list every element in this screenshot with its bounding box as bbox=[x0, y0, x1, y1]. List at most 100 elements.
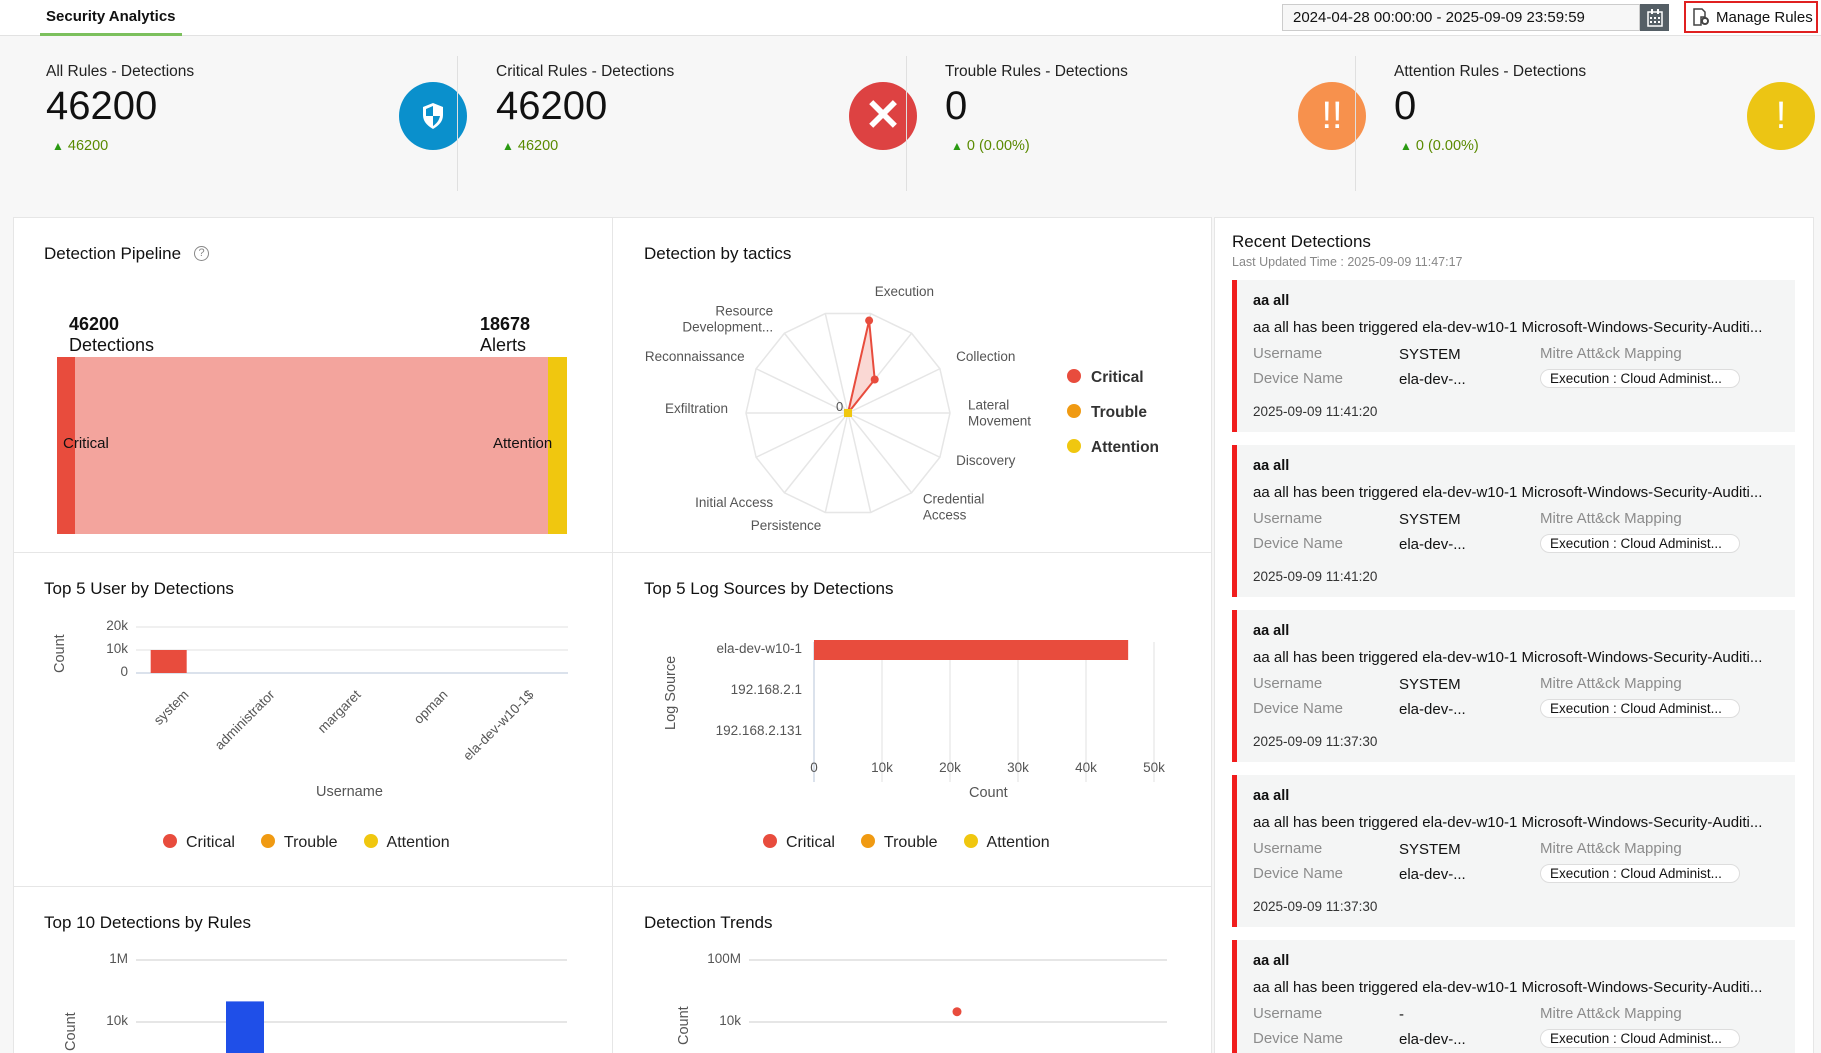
legend-label: Attention bbox=[1091, 439, 1160, 456]
pipeline-detections-count: 46200 bbox=[69, 314, 120, 334]
legend-item-critical[interactable]: Critical bbox=[763, 834, 835, 852]
radar-center-label: 0 bbox=[836, 399, 844, 414]
device-value: ela-dev-... bbox=[1399, 701, 1466, 718]
stat-card[interactable]: All Rules - Detections 46200 ▲ 46200 bbox=[8, 56, 467, 191]
radar-spoke bbox=[783, 332, 849, 414]
radar-point[interactable] bbox=[870, 375, 879, 384]
legend-item-trouble[interactable]: Trouble bbox=[1067, 404, 1147, 422]
mitre-tag[interactable]: Execution : Cloud Administ... bbox=[1540, 369, 1740, 388]
stat-label: Critical Rules - Detections bbox=[496, 63, 675, 80]
mitre-tag[interactable]: Execution : Cloud Administ... bbox=[1540, 534, 1740, 553]
radar-axis-label: Discovery bbox=[956, 452, 1016, 468]
detection-card[interactable]: aa all aa all has been triggered ela-dev-… bbox=[1232, 940, 1795, 1053]
manage-rules-button[interactable]: Manage Rules bbox=[1684, 1, 1818, 33]
y-tick-label: 192.168.2.131 bbox=[715, 723, 802, 738]
username-label: Username bbox=[1253, 345, 1323, 362]
radar-axis-label: Persistence bbox=[750, 517, 822, 533]
detection-card[interactable]: aa all aa all has been triggered ela-dev-… bbox=[1232, 775, 1795, 927]
mitre-tag[interactable]: Execution : Cloud Administ... bbox=[1540, 1029, 1740, 1048]
legend-item-attention[interactable]: Attention bbox=[363, 834, 450, 852]
radar-chart bbox=[745, 312, 951, 514]
radar-spoke bbox=[824, 412, 849, 513]
stat-value: 46200 bbox=[496, 84, 608, 128]
legend-item-attention[interactable]: Attention bbox=[963, 834, 1050, 852]
detection-time: 2025-09-09 11:37:30 bbox=[1253, 734, 1378, 749]
detection-trends-panel bbox=[612, 886, 1212, 1053]
mitre-label: Mitre Att&ck Mapping bbox=[1540, 675, 1682, 692]
y-axis-label: Log Source bbox=[663, 655, 679, 730]
bar-rule[interactable] bbox=[226, 1001, 264, 1053]
username-label: Username bbox=[1253, 510, 1323, 527]
username-label: Username bbox=[1253, 675, 1323, 692]
pipeline-critical-label: Critical bbox=[63, 435, 109, 452]
bar-ela-dev-w10-1[interactable] bbox=[814, 640, 1129, 660]
detection-card[interactable]: aa all aa all has been triggered ela-dev-… bbox=[1232, 280, 1795, 432]
legend-label: Attention bbox=[386, 834, 450, 851]
radar-axis-label: Lateral Movement bbox=[968, 397, 1032, 429]
legend-dot bbox=[1067, 404, 1081, 418]
pipeline-flow[interactable] bbox=[57, 357, 567, 534]
tactics-title: Detection by tactics bbox=[644, 244, 792, 263]
mitre-label: Mitre Att&ck Mapping bbox=[1540, 510, 1682, 527]
legend-item-critical[interactable]: Critical bbox=[163, 834, 235, 852]
legend-item-trouble[interactable]: Trouble bbox=[860, 834, 938, 852]
username-value: SYSTEM bbox=[1399, 841, 1461, 858]
radar-spoke bbox=[755, 412, 849, 458]
double-exclamation-icon: !! bbox=[1298, 82, 1366, 150]
top-rules-title: Top 10 Detections by Rules bbox=[44, 913, 251, 932]
stat-card[interactable]: Trouble Rules - Detections 0 ▲ 0 (0.00%)!! bbox=[906, 56, 1366, 191]
bar-system[interactable] bbox=[150, 650, 187, 673]
mitre-tag[interactable]: Execution : Cloud Administ... bbox=[1540, 699, 1740, 718]
log-sources-title: Top 5 Log Sources by Detections bbox=[644, 579, 894, 598]
trends-title: Detection Trends bbox=[644, 913, 773, 932]
radar-grid bbox=[745, 312, 951, 514]
stat-label: Attention Rules - Detections bbox=[1394, 63, 1587, 80]
stat-delta-value: 46200 bbox=[67, 138, 109, 154]
close-icon: ✕ bbox=[849, 82, 917, 150]
chart-legend: Critical Trouble Attention bbox=[163, 834, 450, 852]
legend-dot bbox=[260, 834, 275, 848]
radar-point[interactable] bbox=[865, 316, 874, 325]
device-label: Device Name bbox=[1253, 1030, 1344, 1047]
legend-item-attention[interactable]: Attention bbox=[1067, 439, 1159, 457]
pipeline-detections-label: Detections bbox=[69, 335, 155, 355]
trend-point[interactable] bbox=[952, 1007, 962, 1017]
y-tick: 20k bbox=[106, 618, 128, 633]
detection-time: 2025-09-09 11:37:30 bbox=[1253, 899, 1378, 914]
manage-rules-label: Manage Rules bbox=[1716, 8, 1813, 26]
detection-card[interactable]: aa all aa all has been triggered ela-dev-… bbox=[1232, 610, 1795, 762]
pipeline-node-attention[interactable] bbox=[548, 357, 567, 534]
pipeline-node-critical[interactable] bbox=[57, 357, 75, 534]
username-value: SYSTEM bbox=[1399, 511, 1461, 528]
stat-delta-value: 0 (0.00%) bbox=[966, 138, 1030, 154]
radar-axis-label: Credential Access bbox=[922, 491, 985, 523]
device-value: ela-dev-... bbox=[1399, 866, 1466, 883]
stat-label: All Rules - Detections bbox=[46, 63, 195, 80]
radar-spoke bbox=[847, 368, 941, 414]
x-tick: 30k bbox=[1007, 760, 1029, 775]
y-tick: 0 bbox=[120, 664, 128, 679]
help-icon[interactable]: ? bbox=[194, 246, 209, 261]
log-sources-chart bbox=[813, 640, 1155, 782]
y-tick: 1M bbox=[109, 951, 128, 966]
detection-title: aa all bbox=[1253, 458, 1290, 474]
stat-delta-value: 0 (0.00%) bbox=[1415, 138, 1479, 154]
radar-axis-label: Execution bbox=[874, 283, 934, 299]
legend-item-trouble[interactable]: Trouble bbox=[260, 834, 338, 852]
date-range-input[interactable]: 2024-04-28 00:00:00 - 2025-09-09 23:59:5… bbox=[1282, 4, 1640, 31]
stat-card[interactable]: Attention Rules - Detections 0 ▲ 0 (0.00%)! bbox=[1355, 56, 1815, 191]
last-updated: Last Updated Time : 2025-09-09 11:47:17 bbox=[1232, 255, 1463, 269]
legend-dot bbox=[163, 834, 177, 848]
stat-delta: ▲ 0 (0.00%) bbox=[1400, 138, 1479, 154]
detection-card[interactable]: aa all aa all has been triggered ela-dev-… bbox=[1232, 445, 1795, 597]
stat-card[interactable]: Critical Rules - Detections 46200 ▲ 46200 ✕ bbox=[457, 56, 917, 191]
calendar-icon bbox=[1646, 8, 1663, 27]
radar-point-attention[interactable] bbox=[844, 409, 852, 417]
detection-title: aa all bbox=[1253, 788, 1290, 804]
y-tick-label: 192.168.2.1 bbox=[730, 682, 802, 697]
tab-security-analytics[interactable]: Security Analytics bbox=[40, 0, 182, 36]
legend-item-critical[interactable]: Critical bbox=[1067, 369, 1144, 387]
legend-dot bbox=[363, 834, 378, 848]
calendar-button[interactable] bbox=[1640, 4, 1669, 31]
mitre-tag[interactable]: Execution : Cloud Administ... bbox=[1540, 864, 1740, 883]
